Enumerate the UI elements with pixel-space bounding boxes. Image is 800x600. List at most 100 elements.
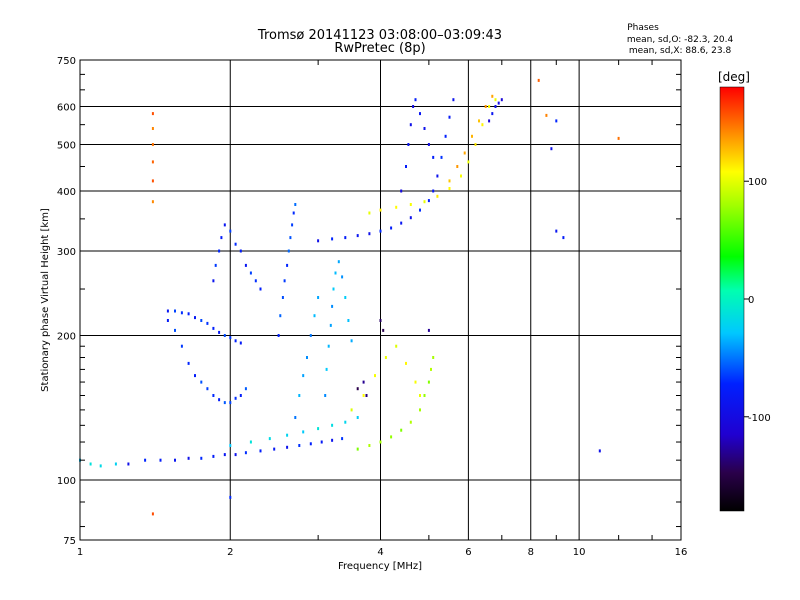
data-point bbox=[234, 242, 237, 246]
data-point bbox=[317, 239, 320, 243]
x-tick-label: 1 bbox=[77, 547, 83, 558]
data-point bbox=[194, 316, 196, 320]
data-point bbox=[309, 442, 312, 446]
data-point bbox=[368, 211, 371, 215]
x-tick-label: 16 bbox=[675, 547, 688, 558]
phases-line-x: mean, sd,X: 88.6, 23.8 bbox=[629, 46, 732, 56]
data-point bbox=[494, 105, 497, 108]
data-point bbox=[277, 334, 280, 337]
data-point bbox=[537, 78, 540, 82]
plot-frame bbox=[79, 59, 682, 541]
data-point bbox=[151, 200, 154, 204]
x-tick-label: 4 bbox=[377, 547, 383, 558]
data-point bbox=[341, 275, 344, 279]
data-point bbox=[89, 462, 92, 466]
y-tick-label: 300 bbox=[57, 247, 76, 258]
data-point bbox=[419, 112, 421, 116]
data-point bbox=[324, 394, 327, 397]
data-point bbox=[223, 401, 226, 405]
data-point bbox=[218, 398, 221, 402]
data-point bbox=[214, 263, 217, 267]
data-point bbox=[151, 512, 154, 516]
data-point bbox=[491, 112, 494, 116]
data-point bbox=[484, 105, 487, 108]
data-point bbox=[436, 194, 439, 198]
data-point bbox=[212, 454, 215, 458]
data-point bbox=[390, 435, 393, 439]
data-point bbox=[362, 394, 365, 397]
data-point bbox=[229, 229, 232, 233]
data-point bbox=[350, 408, 353, 412]
data-point bbox=[423, 127, 426, 130]
data-point bbox=[151, 160, 154, 164]
data-point bbox=[344, 296, 347, 299]
x-tick-label: 10 bbox=[573, 547, 586, 558]
data-point bbox=[423, 394, 426, 397]
data-point bbox=[259, 449, 262, 453]
data-point bbox=[379, 319, 382, 322]
data-point bbox=[180, 311, 183, 315]
colorbar-tick-label: 0 bbox=[748, 295, 754, 306]
data-point bbox=[229, 401, 232, 405]
data-point bbox=[497, 101, 500, 105]
data-point bbox=[384, 356, 387, 359]
data-point bbox=[460, 174, 462, 178]
data-point bbox=[200, 456, 203, 460]
data-point bbox=[151, 127, 154, 130]
data-point bbox=[187, 456, 190, 460]
data-point bbox=[432, 189, 435, 193]
data-point bbox=[463, 151, 466, 155]
data-point bbox=[440, 155, 443, 159]
data-point bbox=[365, 394, 368, 397]
data-point bbox=[279, 314, 282, 318]
y-axis-label: Stationary phase Virtual Height [km] bbox=[40, 208, 51, 392]
data-point bbox=[409, 420, 412, 424]
data-point bbox=[174, 458, 176, 462]
data-point bbox=[356, 234, 359, 238]
data-point bbox=[344, 420, 347, 424]
data-point bbox=[292, 211, 295, 215]
data-point bbox=[329, 323, 332, 327]
data-point bbox=[488, 119, 491, 123]
data-point bbox=[244, 387, 247, 391]
data-point bbox=[187, 361, 190, 365]
data-point bbox=[200, 380, 203, 384]
data-point bbox=[478, 119, 480, 123]
data-point bbox=[467, 160, 470, 164]
data-point bbox=[395, 344, 398, 348]
data-point bbox=[488, 105, 491, 108]
data-point bbox=[448, 115, 451, 119]
data-point bbox=[368, 232, 371, 236]
data-point bbox=[254, 279, 257, 283]
data-point bbox=[151, 179, 154, 183]
data-point bbox=[491, 94, 494, 98]
phases-line-o: mean, sd,O: -82.3, 20.4 bbox=[627, 35, 734, 45]
data-point bbox=[212, 326, 215, 330]
data-point bbox=[452, 98, 455, 102]
data-point bbox=[223, 223, 226, 227]
data-point bbox=[337, 260, 340, 264]
data-point bbox=[331, 304, 334, 308]
data-point bbox=[550, 147, 553, 151]
data-point bbox=[114, 462, 117, 466]
data-point bbox=[174, 328, 176, 332]
data-point bbox=[356, 416, 359, 419]
data-point bbox=[436, 174, 439, 178]
data-point bbox=[555, 119, 558, 123]
data-point bbox=[291, 223, 294, 227]
y-tick-labels: 75 100 200 300 400 500 600 750 bbox=[57, 56, 76, 547]
y-tick-label: 200 bbox=[57, 332, 76, 343]
data-point bbox=[617, 136, 620, 140]
data-point bbox=[432, 356, 435, 359]
data-point bbox=[382, 328, 385, 332]
data-point bbox=[400, 428, 403, 432]
data-point bbox=[341, 437, 344, 441]
data-point bbox=[317, 296, 320, 299]
data-point bbox=[412, 105, 415, 108]
data-point bbox=[309, 334, 312, 337]
data-point bbox=[395, 205, 398, 209]
data-point bbox=[414, 380, 417, 384]
y-tick-label: 600 bbox=[57, 103, 76, 114]
data-point bbox=[174, 309, 176, 313]
